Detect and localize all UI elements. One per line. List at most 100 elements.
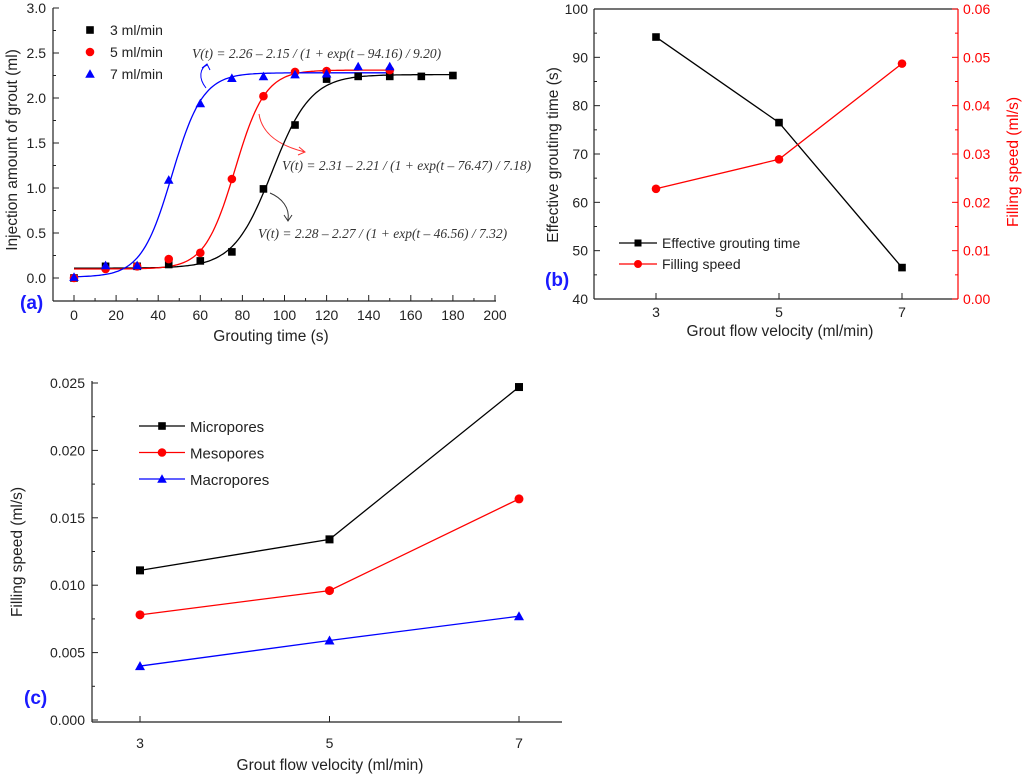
- b-series-line: [655, 36, 903, 269]
- b-data-point: [651, 184, 661, 194]
- c-data-point: [136, 566, 144, 575]
- c-y-tick-label: 0.025: [50, 375, 85, 391]
- a-data-point: [69, 272, 79, 281]
- equation-3: V(t) = 2.28 – 2.27 / (1 + exp(t – 46.56)…: [258, 226, 508, 241]
- c-legend-label: Macropores: [190, 472, 269, 489]
- c-data-point: [325, 586, 334, 596]
- c-legend-marker: [157, 448, 167, 457]
- panel-a-ylabel: Injection amount of grout (ml): [4, 49, 21, 251]
- arrow-blue: [200, 63, 211, 89]
- c-legend-label: Micropores: [190, 419, 264, 436]
- a-x-tick-label: 180: [441, 307, 465, 323]
- b-x-tick-label: 5: [775, 304, 783, 320]
- a-y-tick-label: 1.0: [27, 180, 47, 196]
- a-data-point: [228, 248, 236, 256]
- c-y-tick-label: 0.005: [50, 645, 85, 661]
- a-data-point: [227, 73, 237, 82]
- b-left-tick-label: 80: [572, 98, 588, 114]
- c-data-point: [515, 383, 523, 392]
- a-data-point: [164, 260, 173, 269]
- c-x-tick-label: 7: [515, 735, 523, 751]
- panel-c-label: (c): [24, 688, 47, 709]
- b-left-tick-label: 60: [572, 194, 588, 210]
- c-data-point: [135, 661, 145, 671]
- c-data-point: [135, 610, 145, 620]
- panel-a-xlabel: Grouting time (s): [213, 328, 328, 345]
- equation-1: V(t) = 2.26 – 2.15 / (1 + exp(t – 94.16)…: [192, 46, 442, 61]
- b-data-point: [774, 155, 784, 164]
- a-data-point: [354, 72, 362, 81]
- a-data-point: [196, 257, 205, 265]
- a-data-point: [164, 254, 174, 264]
- a-x-tick-label: 100: [273, 307, 297, 323]
- a-x-tick-label: 60: [193, 307, 209, 323]
- a-data-point: [384, 61, 395, 71]
- panel-b-ylabel-left: Effective grouting time (s): [545, 67, 562, 242]
- a-x-tick-label: 0: [70, 307, 78, 323]
- a-data-point: [227, 174, 237, 184]
- b-legend-label: Effective grouting time: [662, 235, 800, 251]
- b-right-tick-label: 0.01: [963, 243, 990, 259]
- a-data-point: [259, 91, 268, 101]
- a-x-tick-label: 80: [235, 307, 251, 323]
- a-data-point: [321, 68, 332, 78]
- a-x-tick-label: 200: [483, 307, 507, 323]
- a-data-point: [322, 75, 331, 83]
- a-y-tick-label: 0.5: [27, 225, 47, 241]
- c-x-tick-label: 3: [136, 735, 144, 751]
- b-data-point: [898, 263, 906, 272]
- arrow-black: [269, 192, 293, 222]
- b-right-tick-label: 0.03: [963, 146, 990, 162]
- c-y-tick-label: 0.020: [50, 442, 85, 458]
- b-left-tick-label: 50: [572, 243, 588, 259]
- b-right-tick-label: 0.00: [963, 291, 990, 307]
- c-data-point: [325, 535, 334, 544]
- a-data-point: [291, 121, 299, 129]
- panel-a-label: (a): [20, 293, 43, 314]
- a-legend-marker: [85, 69, 95, 78]
- a-legend-label: 5 ml/min: [110, 44, 163, 60]
- panel-c-ylabel: Filling speed (ml/s): [9, 487, 26, 617]
- arrow-red: [258, 113, 306, 156]
- a-data-point: [163, 175, 174, 184]
- c-legend-marker: [158, 422, 166, 430]
- b-right-tick-label: 0.06: [963, 1, 990, 17]
- b-left-tick-label: 40: [572, 291, 588, 307]
- a-data-point: [196, 248, 205, 258]
- c-y-tick-label: 0.000: [50, 712, 85, 728]
- b-data-point: [652, 33, 660, 41]
- panel-b-ylabel-right: Filling speed (ml/s): [1005, 97, 1022, 227]
- c-y-tick-label: 0.015: [50, 510, 85, 526]
- a-y-tick-label: 3.0: [27, 0, 47, 16]
- a-data-point: [290, 69, 300, 79]
- a-data-point: [195, 98, 206, 108]
- c-data-point: [324, 635, 335, 645]
- b-left-tick-label: 70: [572, 146, 588, 162]
- a-legend-marker: [86, 26, 94, 34]
- a-x-tick-label: 20: [108, 307, 124, 323]
- a-x-tick-label: 140: [357, 307, 381, 323]
- b-right-tick-label: 0.04: [963, 98, 990, 114]
- c-data-point: [514, 494, 524, 504]
- c-legend-label: Mesopores: [190, 446, 264, 463]
- a-data-point: [259, 185, 268, 193]
- a-y-tick-label: 1.5: [27, 135, 47, 151]
- a-x-tick-label: 40: [150, 307, 166, 323]
- b-data-point: [897, 59, 907, 68]
- c-x-tick-label: 5: [326, 735, 334, 751]
- a-y-tick-label: 0.0: [27, 270, 47, 286]
- a-x-tick-label: 120: [315, 307, 339, 323]
- a-data-point: [100, 260, 111, 270]
- panel-b-label: (b): [545, 270, 569, 291]
- a-data-point: [385, 72, 394, 81]
- a-data-point: [132, 260, 142, 270]
- b-data-point: [775, 118, 783, 127]
- c-y-tick-label: 0.010: [50, 577, 85, 593]
- b-x-tick-label: 3: [652, 304, 660, 320]
- b-legend-marker: [634, 239, 642, 247]
- a-data-point: [449, 71, 457, 80]
- a-data-point: [258, 71, 269, 81]
- c-legend-marker: [157, 474, 167, 483]
- b-left-tick-label: 100: [565, 1, 589, 17]
- panel-b-xlabel: Grout flow velocity (ml/min): [687, 323, 874, 340]
